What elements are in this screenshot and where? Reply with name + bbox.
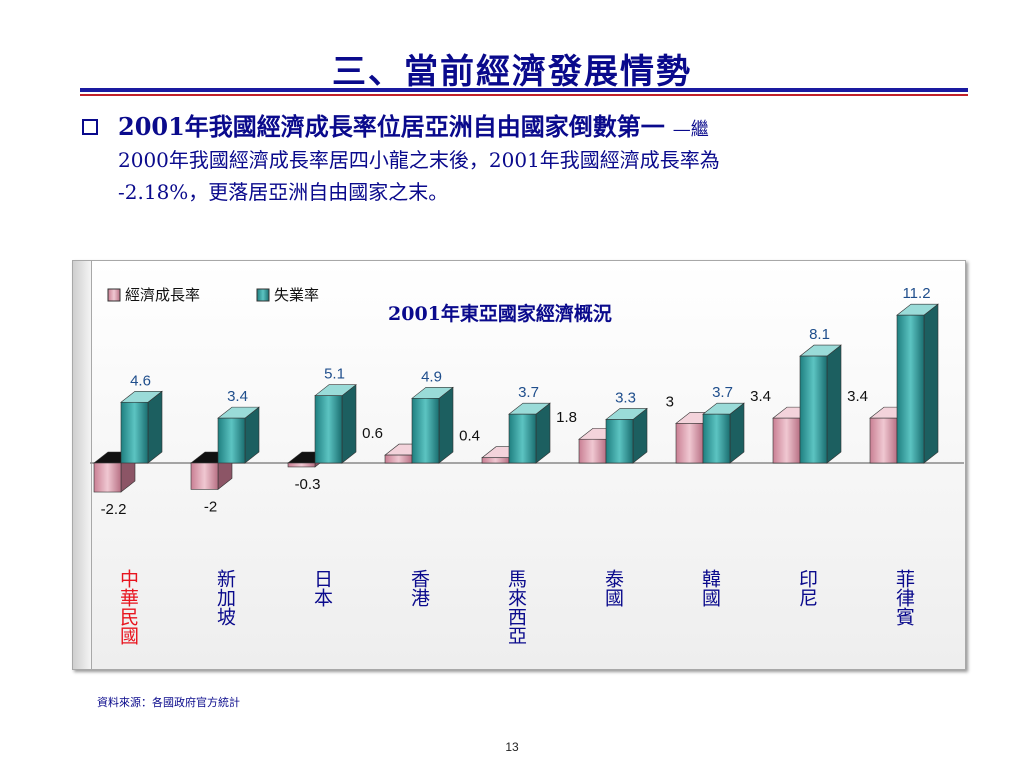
legend-label-growth: 經濟成長率 bbox=[125, 286, 200, 304]
data-label-growth-7: 3.4 bbox=[750, 388, 771, 405]
data-label-unemployment-3: 4.9 bbox=[421, 368, 442, 385]
bar-unemployment-7 bbox=[799, 355, 828, 464]
bullet-body-line-1: 2000年我國經濟成長率居四小龍之末後，2001年我國經濟成長率為 bbox=[118, 148, 720, 172]
legend-swatch-unemployment bbox=[256, 288, 270, 302]
bar-side-unemployment-3 bbox=[438, 386, 454, 464]
data-label-unemployment-4: 3.7 bbox=[518, 384, 539, 401]
bar-growth-2 bbox=[287, 462, 316, 468]
bar-side-unemployment-0 bbox=[147, 390, 163, 464]
bar-growth-1 bbox=[190, 462, 219, 490]
bullet-paragraph: 2001年我國經濟成長率位居亞洲自由國家倒數第一 —繼 2000年我國經濟成長率居… bbox=[118, 112, 948, 209]
data-label-unemployment-2: 5.1 bbox=[324, 366, 345, 383]
bar-side-unemployment-7 bbox=[826, 344, 842, 464]
bar-unemployment-5 bbox=[605, 419, 634, 464]
data-label-growth-1: -2 bbox=[204, 498, 217, 515]
bar-unemployment-2 bbox=[314, 395, 343, 464]
bullet-body-line-2: -2.18%，更落居亞洲自由國家之末。 bbox=[118, 180, 449, 204]
category-label-7: 印尼 bbox=[796, 569, 818, 607]
title-underline-accent bbox=[80, 94, 968, 96]
bar-unemployment-4 bbox=[508, 413, 537, 464]
bar-unemployment-3 bbox=[411, 398, 440, 464]
category-label-4: 馬來西亞 bbox=[505, 569, 527, 645]
data-label-growth-4: 0.4 bbox=[459, 428, 480, 445]
bar-growth-6 bbox=[675, 423, 704, 464]
bullet-lead: 2001年我國經濟成長率位居亞洲自由國家倒數第一 bbox=[118, 112, 665, 141]
data-label-unemployment-7: 8.1 bbox=[809, 326, 830, 343]
chart-panel-side bbox=[72, 260, 92, 670]
bar-growth-4 bbox=[481, 457, 510, 464]
data-label-growth-8: 3.4 bbox=[847, 388, 868, 405]
bar-growth-0 bbox=[93, 462, 122, 493]
slide-title: 三、當前經濟發展情勢 bbox=[332, 52, 692, 92]
data-label-unemployment-8: 11.2 bbox=[902, 285, 930, 302]
data-source-note: 資料來源：各國政府官方統計 bbox=[97, 696, 240, 709]
data-label-growth-6: 3 bbox=[666, 393, 674, 410]
data-label-unemployment-1: 3.4 bbox=[227, 388, 248, 405]
bar-growth-7 bbox=[772, 417, 801, 464]
data-label-growth-3: 0.6 bbox=[362, 425, 383, 442]
data-label-unemployment-5: 3.3 bbox=[615, 389, 636, 406]
bar-growth-3 bbox=[384, 454, 413, 464]
bar-unemployment-1 bbox=[217, 417, 246, 464]
data-label-unemployment-6: 3.7 bbox=[712, 384, 733, 401]
bar-unemployment-8 bbox=[896, 314, 925, 464]
bar-unemployment-6 bbox=[702, 413, 731, 464]
data-label-unemployment-0: 4.6 bbox=[130, 372, 151, 389]
data-label-growth-5: 1.8 bbox=[556, 409, 577, 426]
category-label-8: 菲律賓 bbox=[893, 569, 915, 626]
bar-side-unemployment-2 bbox=[341, 384, 357, 464]
bar-side-unemployment-8 bbox=[923, 303, 939, 464]
category-label-3: 香港 bbox=[408, 569, 430, 607]
bar-growth-5 bbox=[578, 438, 607, 464]
bar-unemployment-0 bbox=[120, 401, 149, 464]
data-label-growth-2: -0.3 bbox=[295, 476, 321, 493]
legend-label-unemployment: 失業率 bbox=[274, 286, 319, 304]
category-label-0: 中華民國 bbox=[117, 569, 139, 645]
data-label-growth-0: -2.2 bbox=[101, 501, 127, 518]
bullet-dash: —繼 bbox=[672, 119, 709, 140]
page-number: 13 bbox=[505, 740, 519, 754]
category-label-1: 新加坡 bbox=[214, 569, 236, 626]
bullet-checkbox-icon bbox=[82, 119, 98, 135]
legend-swatch-growth bbox=[107, 288, 121, 302]
category-label-6: 韓國 bbox=[699, 569, 721, 607]
category-label-5: 泰國 bbox=[602, 569, 624, 607]
bar-growth-8 bbox=[869, 417, 898, 464]
chart-title: 2001年東亞國家經濟概況 bbox=[388, 302, 612, 325]
category-label-2: 日本 bbox=[311, 569, 333, 607]
title-underline bbox=[80, 88, 968, 92]
